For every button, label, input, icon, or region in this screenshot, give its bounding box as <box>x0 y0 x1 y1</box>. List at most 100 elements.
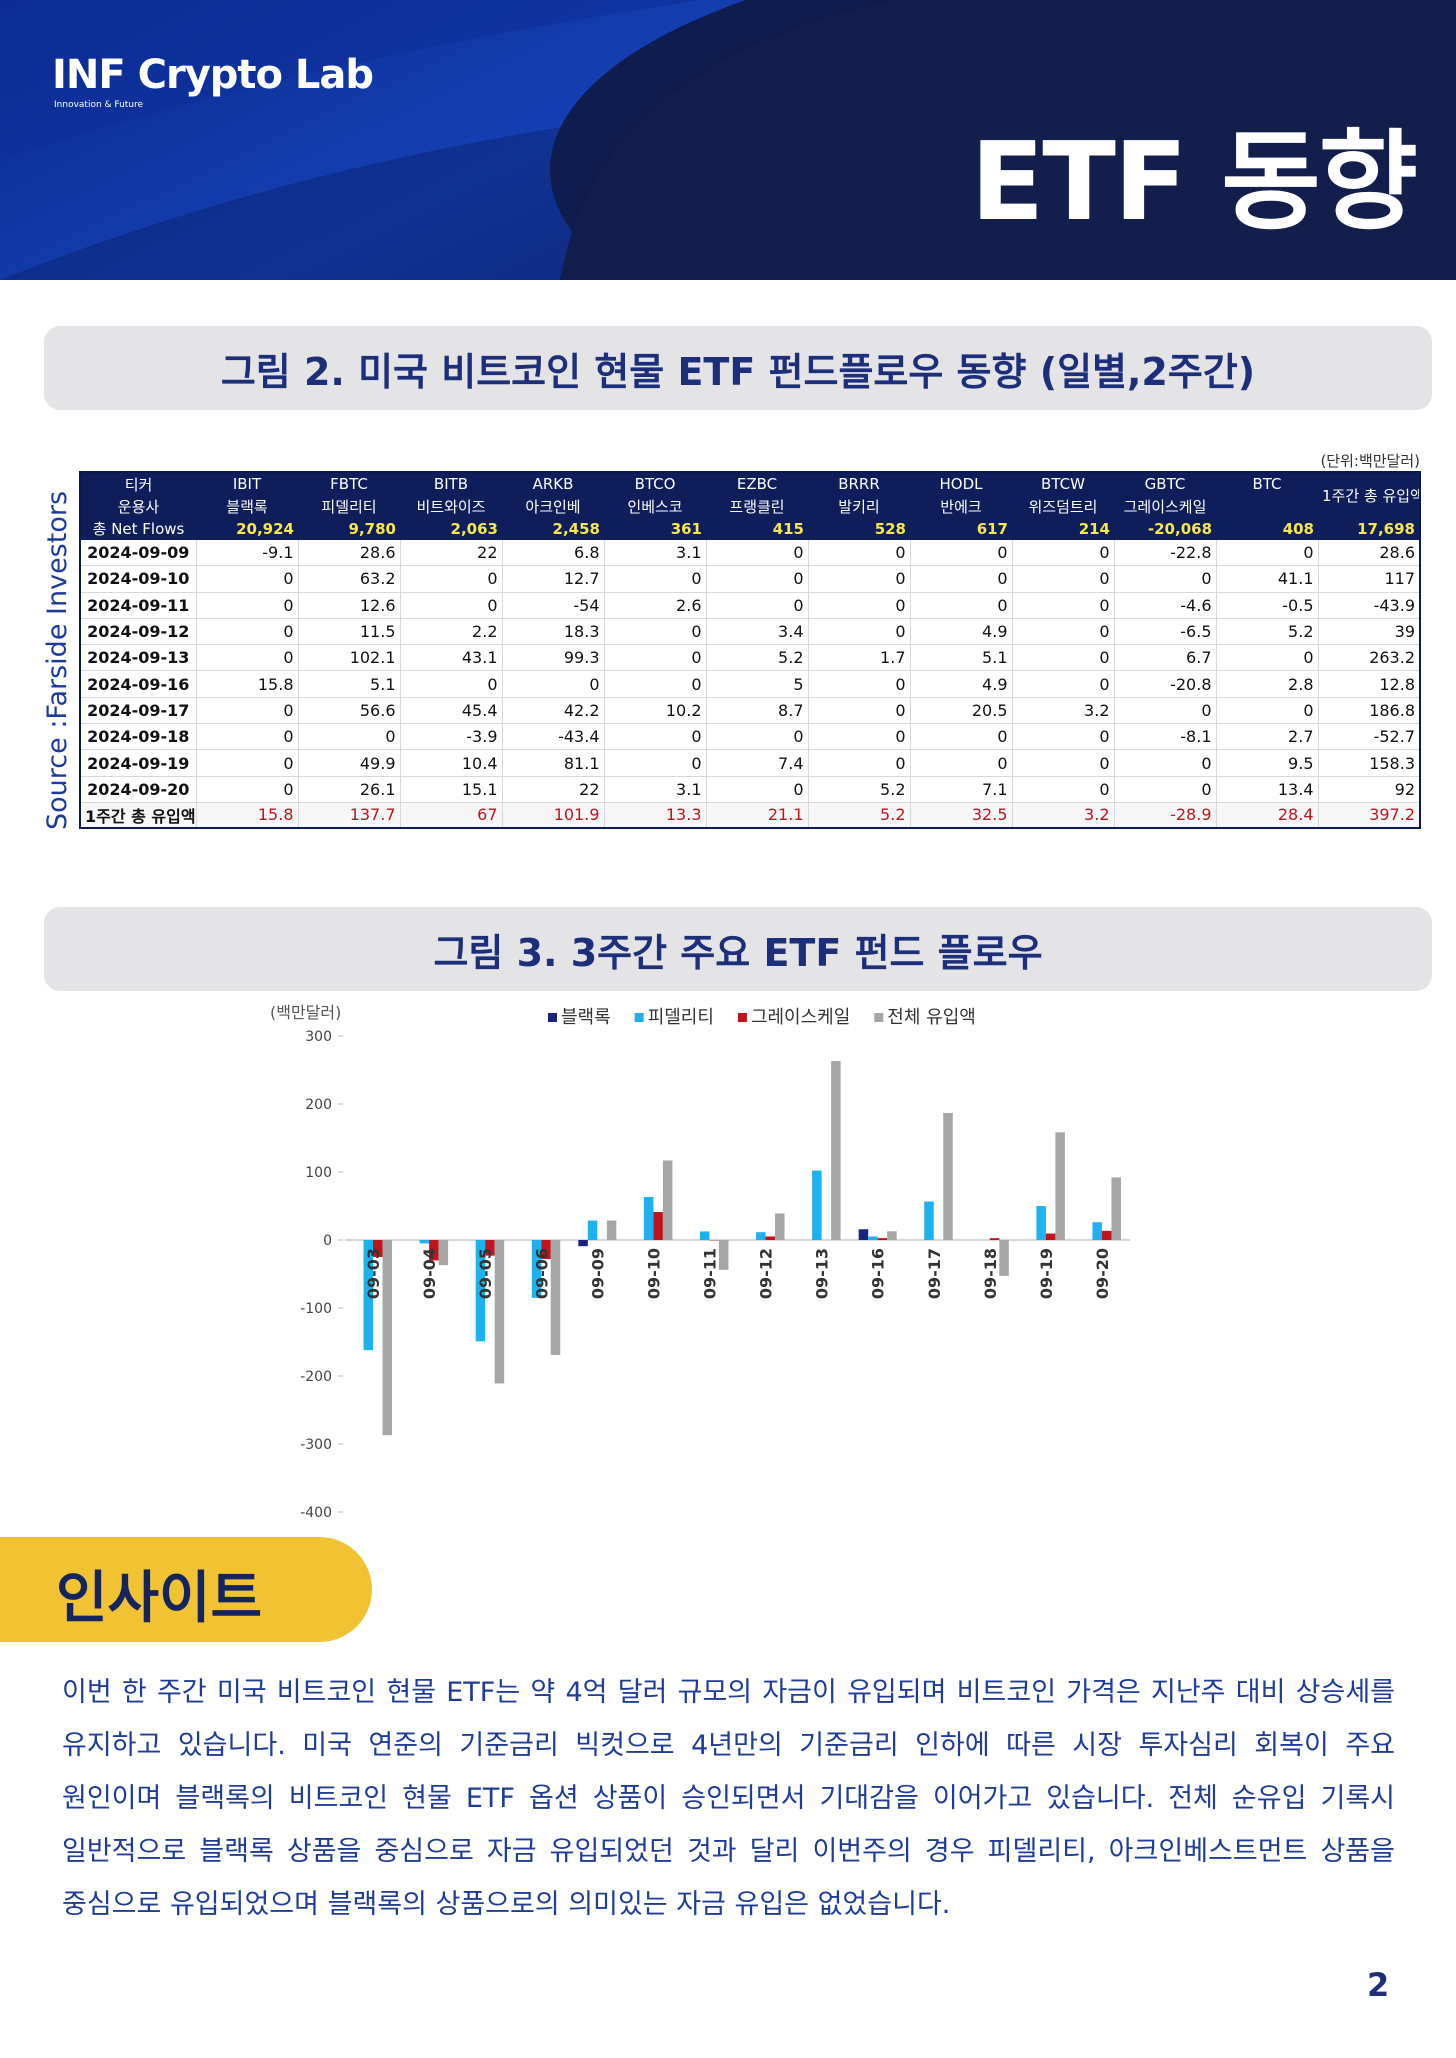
legend-label: 전체 유입액 <box>887 1007 976 1028</box>
bar <box>924 1201 934 1240</box>
flow-value: 56.6 <box>298 697 401 725</box>
manager: 블랙록 <box>196 495 298 517</box>
flow-value: 0 <box>1012 540 1115 567</box>
total-value: 15.8 <box>196 801 299 828</box>
net-flow: -20,068 <box>1114 517 1216 540</box>
ticker: BTCW <box>1012 472 1114 495</box>
total-value: 28.4 <box>1216 801 1319 828</box>
flow-value: -4.6 <box>1114 592 1217 619</box>
manager: 그레이스케일 <box>1114 495 1216 517</box>
flow-value: 3.2 <box>1012 697 1115 725</box>
y-tick-label: 300 <box>305 1029 332 1045</box>
bar <box>943 1112 953 1240</box>
insight-text: 이번 한 주간 미국 비트코인 현물 ETF는 약 4억 달러 규모의 자금이 … <box>62 1677 1395 1920</box>
flow-value: 0 <box>196 644 299 672</box>
row-label: 총 Net Flows <box>80 517 196 540</box>
flow-value: 5.2 <box>1216 618 1319 646</box>
bar <box>1111 1177 1121 1240</box>
y-unit-label: (백만달러) <box>270 1003 341 1022</box>
net-flow: 361 <box>604 517 706 540</box>
flow-value: -22.8 <box>1114 540 1217 567</box>
flow-value: 0 <box>1012 618 1115 646</box>
manager: 프랭클린 <box>706 495 808 517</box>
data-row: 2024-09-09 -9.1 28.6 22 6.8 3.1 0 0 0 0 -22.8 0 28.6 <box>80 540 1421 567</box>
flow-value: 0 <box>808 723 911 751</box>
flow-value: 6.7 <box>1114 644 1217 672</box>
flow-value: 45.4 <box>400 697 503 725</box>
flow-value: 6.8 <box>502 540 605 567</box>
bar <box>587 1220 598 1240</box>
flow-value: 3.1 <box>604 540 707 567</box>
bar <box>1055 1132 1065 1240</box>
flow-value: 0 <box>1114 776 1217 803</box>
flow-value: 0 <box>910 592 1013 619</box>
date: 2024-09-12 <box>80 618 197 646</box>
flow-value: 2.6 <box>604 592 707 619</box>
ticker: BITB <box>400 472 502 495</box>
flow-value: 0 <box>196 592 299 619</box>
date: 2024-09-10 <box>80 565 197 593</box>
flow-value: -20.8 <box>1114 670 1217 698</box>
x-tick-label: 09-19 <box>1037 1248 1056 1299</box>
date: 2024-09-16 <box>80 670 197 698</box>
flow-value: 0 <box>196 697 299 725</box>
date: 2024-09-20 <box>80 776 197 803</box>
flow-value: -3.9 <box>400 723 503 751</box>
flow-value: 0 <box>1012 644 1115 672</box>
data-row: 2024-09-12 0 11.5 2.2 18.3 0 3.4 0 4.9 0 -6.5 5.2 39 <box>80 618 1421 646</box>
manager: 위즈덤트리 <box>1012 495 1114 517</box>
flow-value: 39 <box>1318 618 1421 646</box>
flow-value: 0 <box>1012 776 1115 803</box>
ticker: HODL <box>910 472 1012 495</box>
flow-value: 0 <box>502 670 605 698</box>
flow-value: 0 <box>1012 565 1115 593</box>
data-row: 2024-09-13 0 102.1 43.1 99.3 0 5.2 1.7 5.1 0 6.7 0 2… <box>80 644 1421 672</box>
total-value: 137.7 <box>298 801 401 828</box>
date: 2024-09-17 <box>80 697 197 725</box>
bar <box>578 1240 588 1247</box>
flow-value: 0 <box>808 618 911 646</box>
flow-value: -8.1 <box>1114 723 1217 751</box>
figure-title: 그림 2. 미국 비트코인 현물 ETF 펀드플로우 동향 (일별,2주간) <box>44 326 1432 410</box>
flow-value: 0 <box>400 592 503 619</box>
bar <box>868 1236 878 1240</box>
flow-value: 5.1 <box>298 670 401 698</box>
header-cell: 티커 <box>80 472 196 495</box>
bar <box>718 1240 729 1270</box>
bar <box>419 1240 430 1244</box>
legend-swatch <box>874 1013 884 1022</box>
flow-value: 0 <box>808 540 911 567</box>
date: 2024-09-18 <box>80 723 197 751</box>
flow-value: 0 <box>910 540 1013 567</box>
flow-value: 81.1 <box>502 749 605 777</box>
bar <box>1045 1233 1056 1240</box>
legend-label: 블랙록 <box>561 1007 611 1028</box>
flow-value: 0 <box>706 540 809 567</box>
flow-value: 0 <box>400 670 503 698</box>
date: 2024-09-09 <box>80 540 197 567</box>
logo: INF Crypto Lab <box>52 52 374 98</box>
ticker: BTC <box>1216 472 1318 495</box>
data-row: 2024-09-20 0 26.1 15.1 22 3.1 0 5.2 7.1 0 0 13.4 92 <box>80 776 1421 803</box>
flow-value: 0 <box>196 776 299 803</box>
ticker: FBTC <box>298 472 400 495</box>
flow-value: 28.6 <box>298 540 401 567</box>
bar <box>1036 1206 1046 1240</box>
flow-value: 3.4 <box>706 618 809 646</box>
x-tick-label: 09-09 <box>588 1248 607 1299</box>
flow-value: 0 <box>910 723 1013 751</box>
bar <box>999 1240 1009 1276</box>
manager: 인베스코 <box>604 495 706 517</box>
net-flow: 2,458 <box>502 517 604 540</box>
legend-swatch <box>737 1013 747 1022</box>
ticker: IBIT <box>196 472 298 495</box>
flow-value: 0 <box>1012 670 1115 698</box>
ticker: BRRR <box>808 472 910 495</box>
header-row: 티커 IBIT FBTC BITB ARKB BTCO EZBC BRRR HODL BTCW GB… <box>80 472 1420 517</box>
flow-value: 0 <box>604 749 707 777</box>
y-tick-label: 200 <box>305 1097 332 1113</box>
net-flow: 214 <box>1012 517 1114 540</box>
flow-value: 0 <box>196 565 299 593</box>
flow-value: 0 <box>808 592 911 619</box>
